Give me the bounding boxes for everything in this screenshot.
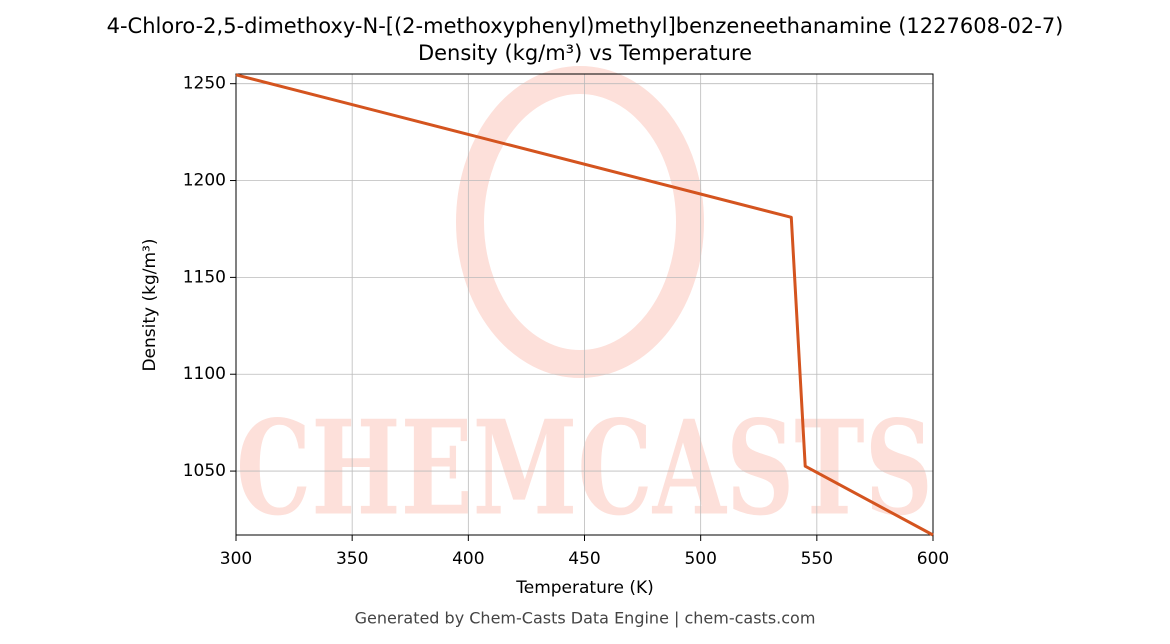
y-tick-label: 1100 [183,364,226,384]
x-axis-label: Temperature (K) [515,578,654,598]
x-tick-label: 600 [917,549,949,569]
watermark-logo [456,66,704,378]
plot-frame [235,73,934,536]
x-tick-label: 550 [801,549,833,569]
x-tick-label: 400 [452,549,484,569]
x-tick-label: 450 [568,549,600,569]
x-tick-label: 300 [220,549,252,569]
y-tick-label: 1050 [183,461,226,481]
footer: Generated by Chem-Casts Data Engine | ch… [355,609,816,628]
y-tick-label: 1200 [183,171,226,191]
x-tick-label: 350 [336,549,368,569]
y-tick-label: 1250 [183,74,226,94]
x-tick-label: 500 [684,549,716,569]
y-axis-label: Density (kg/m³) [140,238,160,371]
y-tick-label: 1150 [183,267,226,287]
data-line [235,73,934,537]
chart-subtitle: Density (kg/m³) vs Temperature [418,41,752,65]
chart-title: 4-Chloro-2,5-dimethoxy-N-[(2-methoxyphen… [107,14,1064,38]
